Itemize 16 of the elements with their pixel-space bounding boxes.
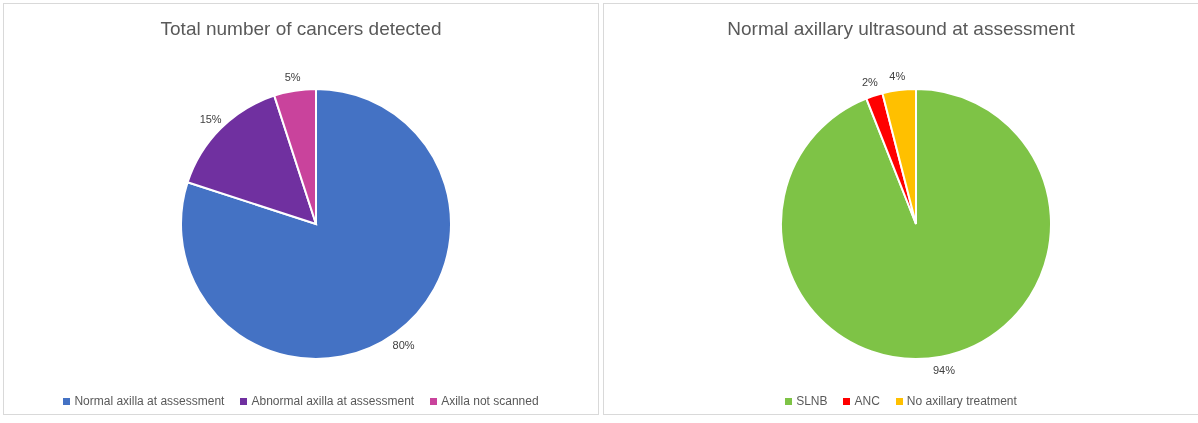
data-label: 2% — [862, 76, 879, 89]
data-label: 5% — [284, 70, 301, 83]
legend-label: SLNB — [795, 394, 828, 408]
legend-label: Axilla not scanned — [440, 394, 539, 408]
data-label: 94% — [932, 364, 956, 377]
legend-label: ANC — [853, 394, 880, 408]
legend-label: No axillary treatment — [905, 394, 1017, 408]
data-label: 80% — [392, 338, 415, 351]
pie-slice — [180, 88, 452, 360]
chart-title: Total number of cancers detected — [159, 18, 443, 40]
legend-label: Normal axilla at assessment — [73, 394, 225, 408]
data-label: 15% — [199, 112, 222, 125]
chart-title: Normal axillary ultrasound at assessment — [726, 18, 1076, 40]
data-label: 4% — [889, 70, 906, 83]
legend-label: Abnormal axilla at assessment — [250, 394, 415, 408]
pie-slice — [780, 88, 1052, 360]
